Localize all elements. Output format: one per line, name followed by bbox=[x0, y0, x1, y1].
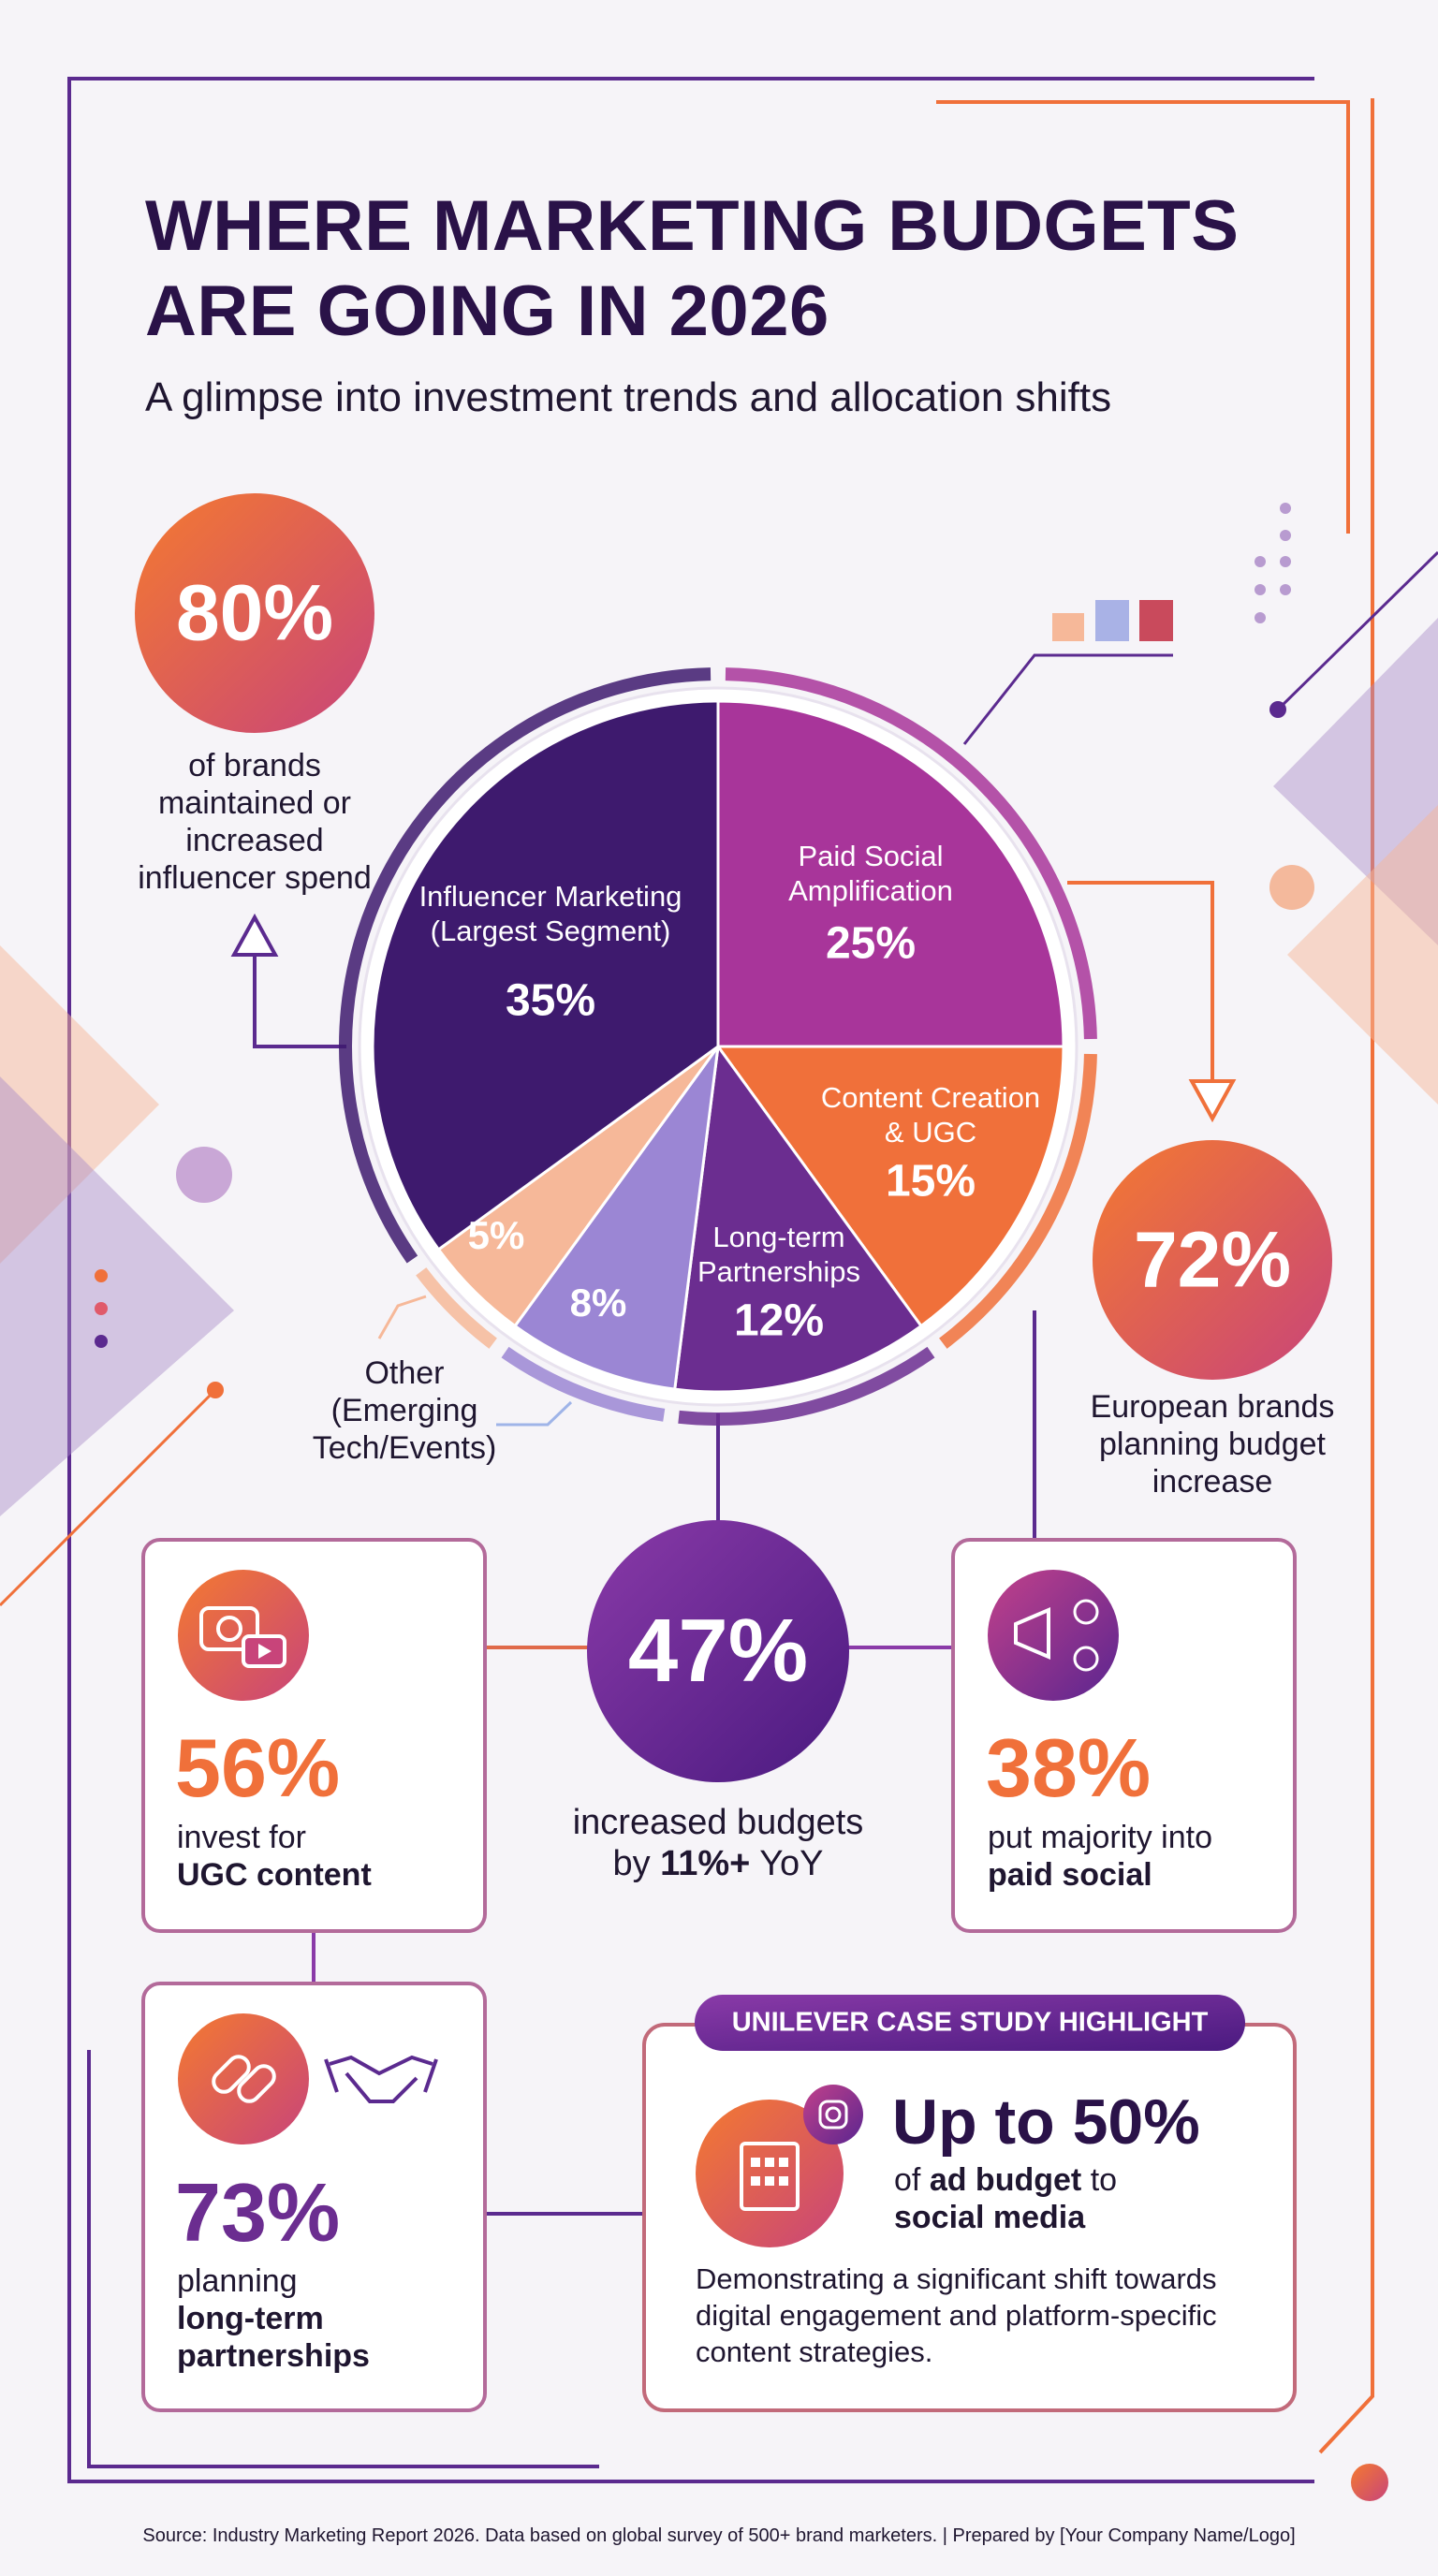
decor bbox=[1351, 2464, 1388, 2501]
pie-slice bbox=[513, 1046, 720, 1391]
frame bbox=[87, 2050, 599, 2468]
connector bbox=[1067, 881, 1214, 1090]
text: put majority into bbox=[988, 1820, 1212, 1855]
decor bbox=[0, 1076, 234, 1516]
stat-text: planning long-term partnerships bbox=[177, 2262, 420, 2375]
text: of bbox=[894, 2162, 921, 2198]
arrow bbox=[1188, 1079, 1237, 1123]
link-icon bbox=[178, 2013, 309, 2144]
decor bbox=[1269, 701, 1286, 718]
slice-label: Content Creation & UGC bbox=[820, 1081, 1041, 1149]
pie-ring-segment bbox=[725, 667, 1097, 1040]
leader-line bbox=[377, 1295, 427, 1339]
decor bbox=[1139, 600, 1173, 641]
arrow bbox=[230, 913, 279, 957]
pie-slice bbox=[716, 699, 1065, 1048]
text: YoY bbox=[759, 1844, 824, 1883]
pie-ring-segment bbox=[339, 667, 712, 1264]
decor bbox=[0, 945, 159, 1264]
pie bbox=[339, 667, 1097, 1427]
camera-icon bbox=[178, 1570, 309, 1701]
pie-slice bbox=[715, 1045, 1065, 1328]
pie-slice bbox=[371, 699, 720, 1251]
decor bbox=[1052, 613, 1084, 641]
emphasis: paid social bbox=[988, 1857, 1152, 1893]
frame bbox=[1318, 98, 1374, 2454]
stat-value: 73% bbox=[175, 2166, 341, 2259]
pie-ring-segment bbox=[501, 1346, 666, 1422]
subtitle: A glimpse into investment trends and all… bbox=[145, 374, 1112, 420]
stat-value: 47% bbox=[627, 1601, 809, 1701]
case-text: of ad budget to social media bbox=[894, 2161, 1194, 2236]
slice-label: Influencer Marketing (Largest Segment) bbox=[418, 880, 682, 947]
decor-dots bbox=[95, 503, 1291, 1348]
stat-value: 56% bbox=[175, 1721, 341, 1814]
slice-value: 5% bbox=[467, 1213, 525, 1257]
decor bbox=[0, 1388, 217, 1607]
stat-text: put majority into paid social bbox=[988, 1819, 1278, 1894]
pie-ring-segment bbox=[678, 1346, 935, 1426]
case-headline: Up to 50% bbox=[892, 2086, 1200, 2158]
emphasis: social media bbox=[894, 2200, 1086, 2235]
stat-circle bbox=[1093, 1140, 1332, 1380]
stat-text: increased budgets by 11%+ YoY bbox=[559, 1802, 877, 1884]
pie-slice bbox=[673, 1043, 923, 1394]
text: to bbox=[1090, 2162, 1118, 2198]
stat-text: European brands planning budget increase bbox=[1090, 1389, 1335, 1500]
stat-text: invest for UGC content bbox=[177, 1819, 458, 1894]
slice-label: Long-term Partnerships bbox=[697, 1221, 861, 1288]
decor bbox=[1269, 865, 1314, 910]
stat-value: 72% bbox=[1133, 1215, 1292, 1304]
case-description: Demonstrating a significant shift toward… bbox=[696, 2262, 1217, 2368]
slice-value: 8% bbox=[569, 1281, 627, 1325]
slice-label: Paid Social Amplification bbox=[788, 840, 953, 907]
case-badge bbox=[695, 1995, 1245, 2051]
leader-line bbox=[496, 1400, 573, 1427]
frame bbox=[936, 100, 1350, 534]
emphasis: ad budget bbox=[929, 2162, 1082, 2198]
handshake-icon bbox=[324, 2055, 438, 2103]
title-line: ARE GOING IN 2026 bbox=[145, 271, 829, 351]
footer: Source: Industry Marketing Report 2026. … bbox=[142, 2525, 1296, 2546]
stat-value: 38% bbox=[986, 1721, 1152, 1814]
decor bbox=[1287, 805, 1438, 1105]
decor bbox=[1095, 600, 1129, 641]
pie-ring-segment bbox=[416, 1267, 497, 1349]
building-icon bbox=[696, 2085, 863, 2247]
case-badge-text: UNILEVER CASE STUDY HIGHLIGHT bbox=[731, 2007, 1209, 2038]
text: invest for bbox=[177, 1820, 306, 1855]
decor bbox=[207, 1382, 224, 1398]
stat-value: 80% bbox=[175, 568, 334, 657]
slice-value: 15% bbox=[885, 1156, 976, 1207]
pie-ring-segment bbox=[939, 1053, 1097, 1349]
emphasis: UGC content bbox=[177, 1857, 372, 1893]
decor bbox=[176, 1147, 232, 1203]
emphasis: long-term partnerships bbox=[177, 2301, 370, 2374]
connector bbox=[253, 927, 346, 1048]
slice-value: 35% bbox=[505, 975, 596, 1026]
decor bbox=[1276, 550, 1438, 711]
connector bbox=[962, 653, 1173, 745]
stat-circle bbox=[587, 1520, 849, 1782]
slice-value: 25% bbox=[825, 918, 917, 969]
stat-circle bbox=[135, 493, 374, 733]
slice-value: 12% bbox=[733, 1295, 825, 1346]
emphasis: 11%+ bbox=[660, 1844, 751, 1883]
title-line: WHERE MARKETING BUDGETS bbox=[145, 186, 1240, 266]
stat-text: of brands maintained or increased influe… bbox=[138, 748, 372, 896]
text: planning bbox=[177, 2263, 298, 2299]
frame bbox=[67, 77, 1314, 2483]
text: increased budgets by bbox=[572, 1803, 864, 1883]
megaphone-icon bbox=[988, 1570, 1119, 1701]
slice-label: Other (Emerging Tech/Events) bbox=[312, 1355, 497, 1466]
